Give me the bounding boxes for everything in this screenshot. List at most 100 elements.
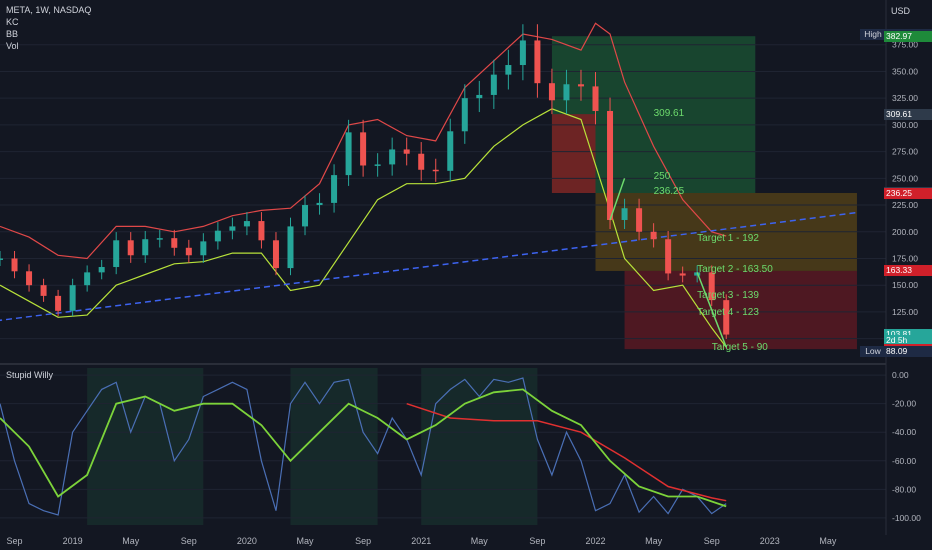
- candle-10: [142, 239, 149, 256]
- candle-7: [98, 267, 105, 273]
- candle-11: [156, 238, 163, 240]
- time-tick-label-13: 2023: [760, 536, 780, 546]
- candle-45: [650, 231, 657, 240]
- candle-38: [548, 83, 555, 101]
- keltner-upper-line: [0, 22, 727, 260]
- indicator-kc[interactable]: KC: [6, 17, 19, 27]
- price-tag-10: 2d 5h: [884, 334, 932, 346]
- candle-47: [679, 273, 686, 276]
- price-tick-label-6: 225.00: [892, 200, 918, 210]
- time-tick-label-10: 2022: [585, 536, 605, 546]
- candle-0: [0, 258, 3, 260]
- candle-3: [40, 285, 47, 296]
- annotation-4: Target 2 - 163.50: [697, 263, 773, 275]
- candle-13: [185, 247, 192, 256]
- price-tag-6: 236.25: [884, 187, 932, 199]
- osc-zone-2: [421, 368, 538, 525]
- currency-label[interactable]: USD: [890, 6, 910, 16]
- candle-42: [607, 110, 614, 220]
- price-tick-label-8: 175.00: [892, 253, 918, 263]
- candle-9: [127, 240, 134, 256]
- candle-31: [447, 131, 454, 171]
- candle-29: [418, 153, 425, 170]
- annotation-7: Target 5 - 90: [711, 342, 768, 354]
- price-tag-1: 382.97: [884, 30, 932, 42]
- time-tick-label-0: Sep: [7, 536, 23, 546]
- price-tick-label-7: 200.00: [892, 227, 918, 237]
- price-tag-12: 88.09: [884, 345, 932, 357]
- candle-16: [229, 226, 236, 231]
- time-tick-label-3: Sep: [181, 536, 197, 546]
- candle-17: [243, 221, 250, 227]
- candle-26: [374, 164, 381, 166]
- candle-39: [563, 84, 570, 101]
- price-tick-label-9: 150.00: [892, 280, 918, 290]
- time-tick-label-4: 2020: [237, 536, 257, 546]
- arrow-up: [609, 178, 626, 221]
- price-tick-label-10: 125.00: [892, 307, 918, 317]
- price-tick-label-4: 275.00: [892, 147, 918, 157]
- annotation-6: Target 4 - 123: [697, 307, 759, 319]
- candle-1: [11, 258, 18, 272]
- candle-20: [287, 226, 294, 269]
- candle-18: [258, 221, 265, 241]
- annotation-3: Target 1 - 192: [697, 233, 759, 245]
- price-tick-label-5: 250.00: [892, 173, 918, 183]
- indicator-bb[interactable]: BB: [6, 29, 19, 39]
- candle-44: [636, 208, 643, 232]
- candle-41: [592, 86, 599, 111]
- candle-6: [84, 272, 91, 286]
- osc-tick-label-0: 0.00: [892, 370, 909, 380]
- time-tick-label-7: 2021: [411, 536, 431, 546]
- time-tick-label-2: May: [122, 536, 140, 546]
- oscillator-title[interactable]: Stupid Willy: [6, 370, 54, 380]
- osc-tick-label-5: -100.00: [892, 513, 921, 523]
- price-tag-9: 103.81: [884, 329, 932, 341]
- osc-tick-label-4: -80.00: [892, 484, 916, 494]
- osc-zone-1: [290, 368, 378, 525]
- candle-22: [316, 202, 323, 206]
- time-tick-label-14: May: [819, 536, 837, 546]
- candle-33: [476, 94, 483, 99]
- candle-43: [621, 208, 628, 220]
- arrow-down: [696, 272, 727, 348]
- price-tick-label-1: 350.00: [892, 66, 918, 76]
- candle-28: [403, 149, 410, 154]
- time-tick-label-11: May: [645, 536, 663, 546]
- candle-50: [723, 300, 730, 335]
- candle-37: [534, 40, 541, 84]
- osc-red-line: [406, 402, 727, 502]
- candle-46: [665, 239, 672, 274]
- target-zone-red-lower: [624, 270, 857, 350]
- high-label: High: [860, 29, 886, 41]
- candle-23: [331, 175, 338, 203]
- candle-40: [577, 84, 584, 87]
- annotation-0: 309.61: [653, 107, 685, 119]
- candle-36: [519, 40, 526, 66]
- candle-5: [69, 285, 76, 311]
- time-tick-label-6: Sep: [355, 536, 371, 546]
- price-tag-3: 309.61: [884, 109, 932, 121]
- price-tick-label-2: 325.00: [892, 93, 918, 103]
- bollinger-lower-line: [0, 108, 727, 348]
- candle-8: [113, 240, 120, 268]
- candle-35: [505, 65, 512, 75]
- candle-21: [302, 205, 309, 227]
- osc-slow-line: [0, 388, 727, 508]
- osc-zone-0: [87, 368, 204, 525]
- indicator-vol[interactable]: Vol: [6, 41, 19, 51]
- candle-49: [708, 272, 715, 301]
- price-tick-label-0: 375.00: [892, 40, 918, 50]
- stop-zone-red: [551, 114, 596, 194]
- annotation-2: 236.25: [653, 186, 685, 197]
- candle-14: [200, 241, 207, 256]
- candle-25: [360, 132, 367, 166]
- time-tick-label-5: May: [297, 536, 315, 546]
- candle-34: [490, 74, 497, 95]
- annotation-1: 250: [653, 171, 671, 183]
- candle-2: [26, 271, 33, 286]
- candle-19: [272, 240, 279, 269]
- candle-15: [214, 230, 221, 242]
- price-tick-label-3: 300.00: [892, 120, 918, 130]
